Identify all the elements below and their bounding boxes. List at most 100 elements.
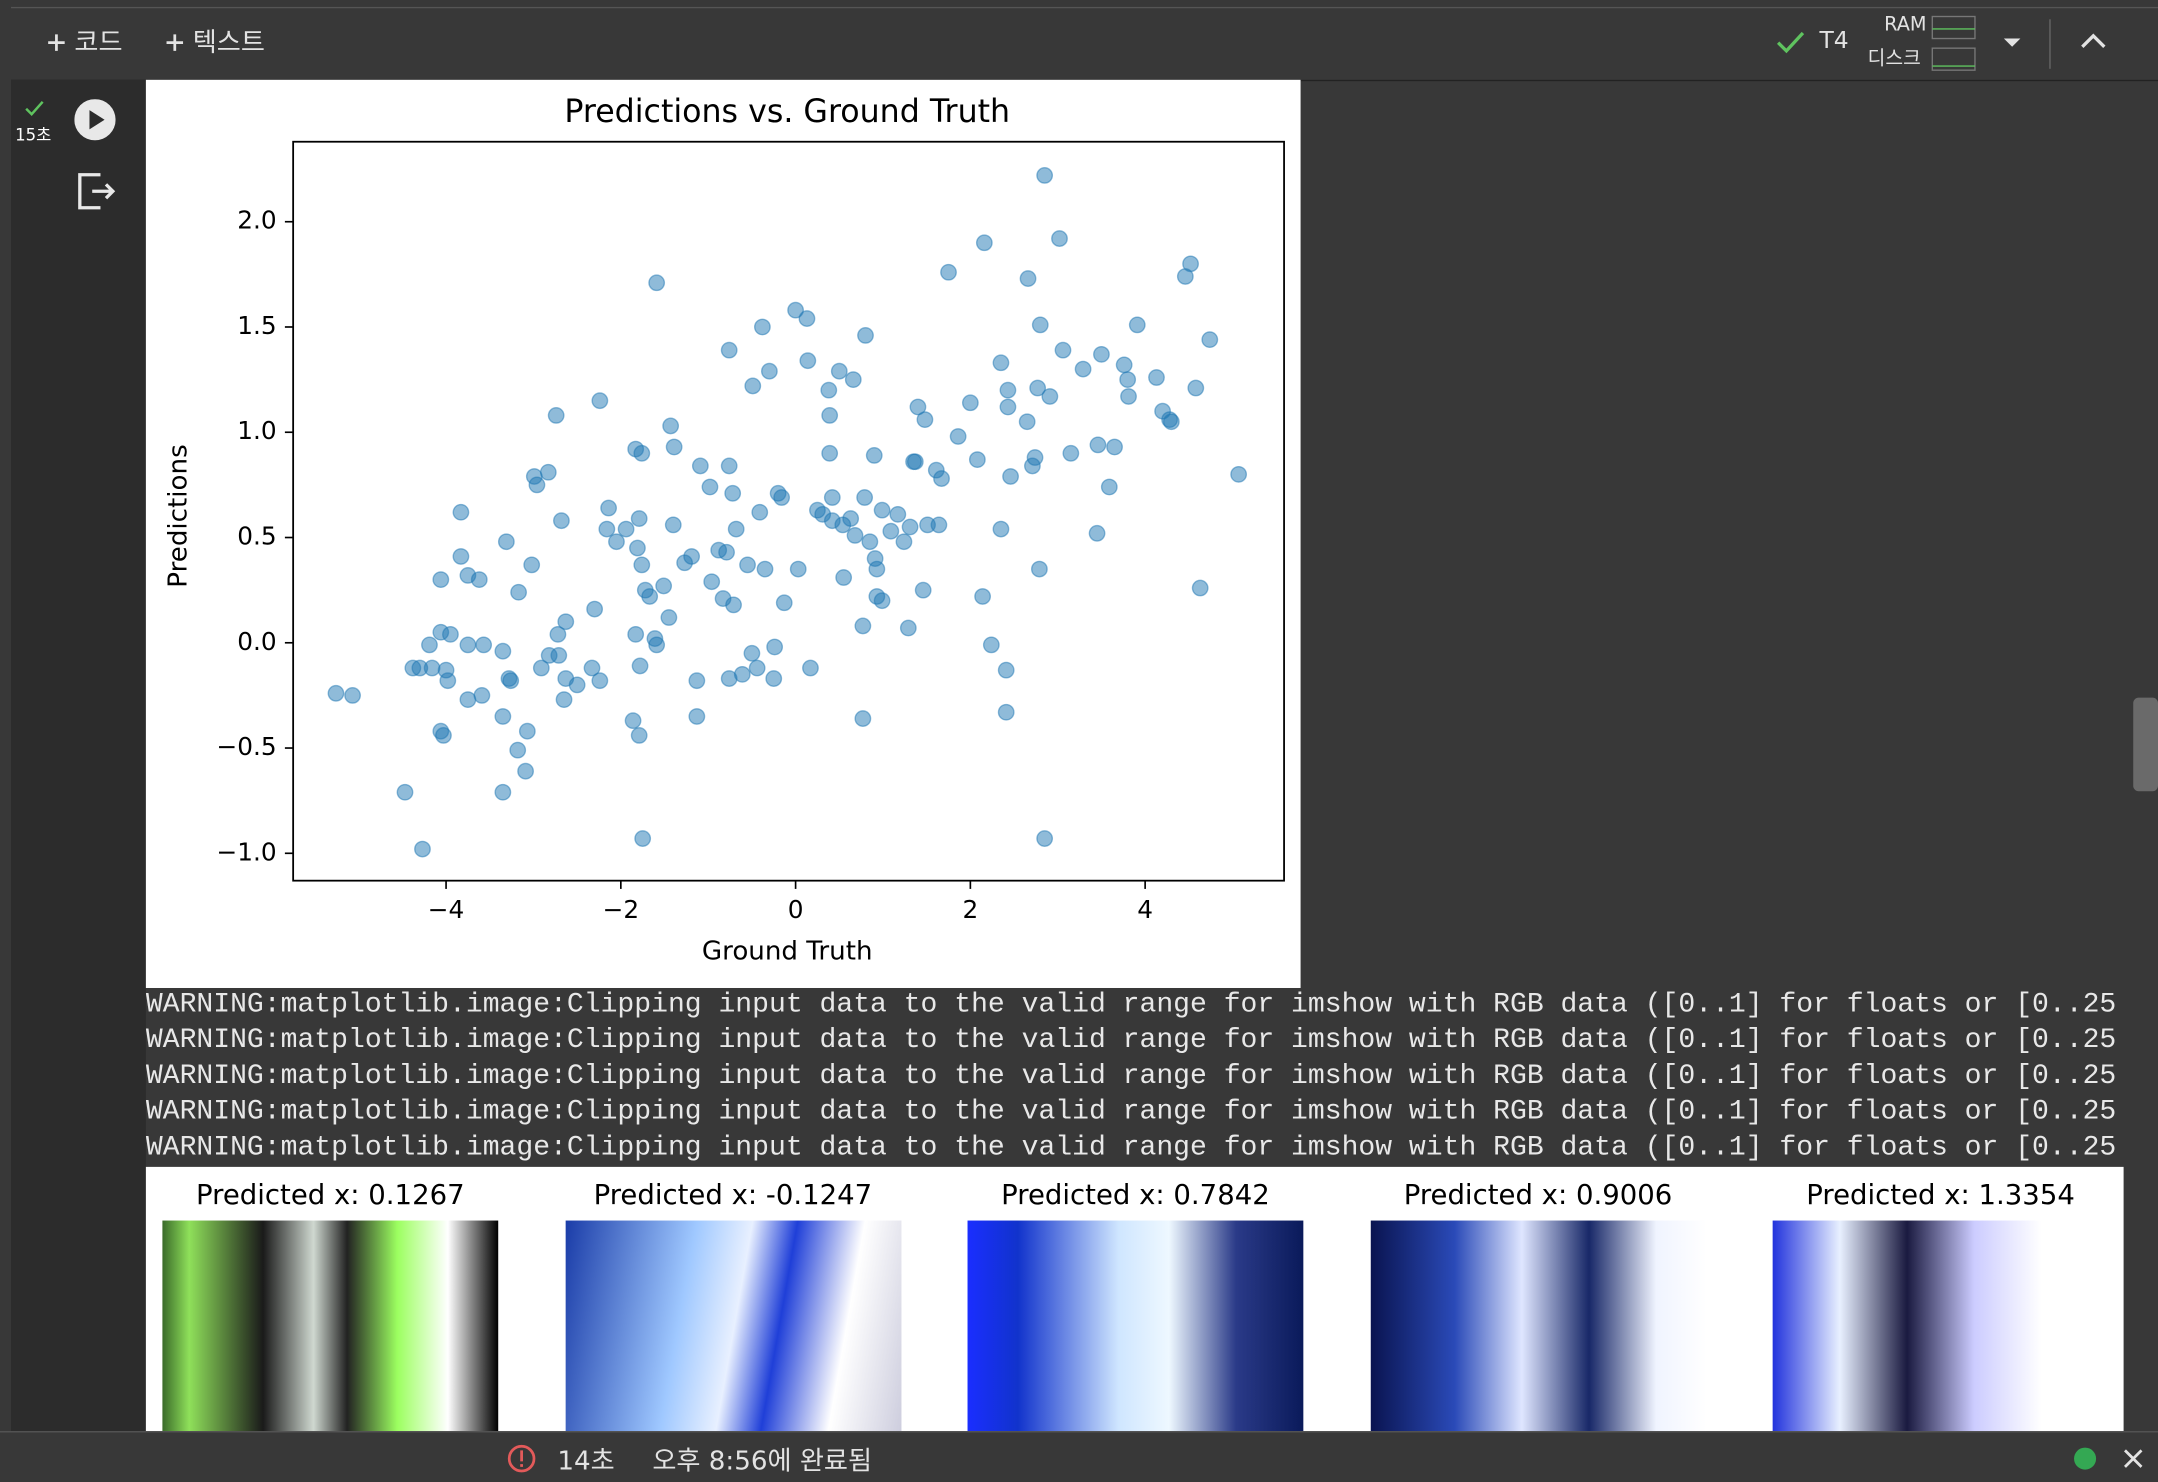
scatter-point (617, 520, 635, 538)
warning-line: WARNING:matplotlib.image:Clipping input … (145, 989, 2117, 1022)
scatter-point (598, 520, 616, 538)
y-tick-label: 0.5 (237, 522, 276, 551)
status-completed: 오후 8:56에 완료됨 (652, 1446, 873, 1477)
scatter-point (494, 708, 512, 725)
image-title: Predicted x: 0.7842 (1001, 1177, 1270, 1211)
scatter-point (557, 613, 575, 631)
scatter-point (775, 594, 793, 612)
scatter-chart: Predictions vs. Ground Truth Ground Trut… (145, 79, 1301, 988)
scatter-point (586, 600, 604, 618)
scatter-point (1115, 356, 1133, 374)
scatter-point (961, 394, 979, 412)
connected-check (1776, 31, 1805, 54)
scatter-point (789, 560, 807, 578)
scatter-point (518, 722, 536, 740)
scatter-point (873, 501, 891, 519)
scatter-point (1100, 478, 1118, 496)
scatter-point (591, 672, 609, 690)
scatter-point (821, 407, 839, 424)
y-axis-label: Predictions (163, 444, 193, 587)
add-text-button[interactable]: 텍스트 (165, 22, 265, 59)
scatter-point (882, 522, 900, 540)
scatter-point (475, 636, 493, 654)
scatter-point (744, 377, 762, 395)
scatter-point (502, 672, 520, 690)
scatter-point (439, 672, 457, 690)
scatter-point (550, 647, 568, 664)
scatter-point (940, 263, 957, 281)
scatter-point (648, 274, 666, 292)
scatter-point (720, 341, 738, 359)
scatter-point (901, 518, 919, 536)
image-thumbnail (1370, 1220, 1706, 1432)
scatter-point (494, 642, 512, 660)
disk-label: 디스크 (1867, 48, 1921, 71)
scatter-point (1074, 360, 1092, 378)
scatter-point (718, 543, 735, 561)
scatter-point (1031, 560, 1048, 578)
scatter-point (756, 560, 774, 578)
scatter-point (1191, 579, 1209, 597)
scatter-point (992, 354, 1010, 372)
separator (2049, 19, 2051, 69)
add-code-label: 코드 (74, 27, 123, 58)
warning-line: WARNING:matplotlib.image:Clipping input … (145, 1060, 2117, 1093)
scatter-point (949, 428, 967, 445)
scatter-point (873, 592, 891, 610)
scatter-point (968, 451, 986, 469)
scatter-point (799, 352, 817, 370)
runtime-label[interactable]: T4 (1819, 27, 1849, 56)
scatter-point (509, 741, 527, 759)
scatter-point (494, 783, 512, 801)
scatter-point (630, 727, 648, 744)
plot-frame (292, 140, 1285, 882)
warning-line: WARNING:matplotlib.image:Clipping input … (145, 1025, 2117, 1057)
scatter-point (982, 636, 1000, 654)
scrollbar[interactable] (2133, 697, 2158, 792)
scatter-point (665, 438, 683, 456)
scatter-point (549, 625, 567, 643)
resource-meters (1931, 15, 1976, 71)
output-menu-icon[interactable] (76, 172, 117, 211)
scatter-point (1093, 345, 1110, 363)
scatter-point (591, 392, 609, 410)
scatter-point (854, 617, 872, 635)
scatter-point (820, 381, 838, 399)
y-tick-label: 2.0 (237, 206, 276, 235)
scatter-point (459, 636, 477, 654)
scatter-point (555, 691, 573, 709)
scatter-point (895, 533, 913, 551)
run-button[interactable] (74, 99, 116, 141)
scatter-point (975, 234, 993, 252)
close-button[interactable] (2122, 1448, 2144, 1470)
x-tick-label: −2 (603, 895, 640, 924)
scatter-point (627, 625, 645, 643)
scatter-point (634, 830, 652, 847)
scatter-point (916, 411, 934, 429)
image-thumbnail (1772, 1220, 2109, 1432)
scatter-point (753, 318, 771, 336)
add-code-button[interactable]: 코드 (47, 22, 123, 59)
image-title: Predicted x: 1.3354 (1806, 1177, 2075, 1211)
x-tick-label: −4 (428, 895, 465, 924)
y-tick-label: 0.0 (237, 627, 276, 656)
scatter-point (857, 327, 874, 344)
scatter-point (724, 484, 742, 502)
scatter-point (787, 301, 804, 319)
error-icon[interactable] (506, 1443, 536, 1473)
scatter-point (1106, 438, 1123, 456)
scatter-point (974, 588, 991, 605)
scatter-point (1054, 341, 1072, 359)
collapse-button[interactable] (2080, 30, 2108, 49)
scatter-point (1041, 388, 1059, 405)
scatter-point (664, 516, 682, 534)
image-title: Predicted x: 0.9006 (1403, 1177, 1673, 1211)
scatter-point (854, 710, 872, 727)
scatter-point (442, 625, 459, 643)
scatter-point (648, 636, 666, 654)
scatter-point (889, 505, 907, 523)
scatter-point (327, 684, 345, 702)
scatter-point (1187, 379, 1205, 397)
runtime-dropdown[interactable] (2001, 36, 2023, 50)
